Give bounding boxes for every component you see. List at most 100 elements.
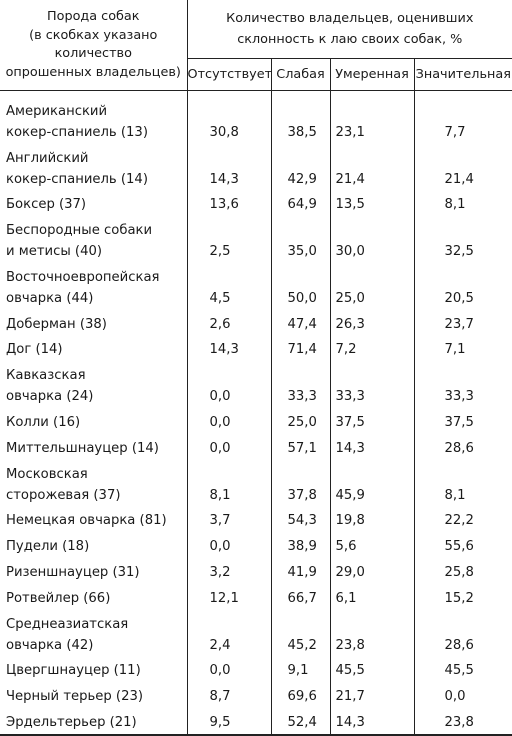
table-row: Эрдельтерьер (21) 9,5 52,4 14,3 23,8 [0, 708, 512, 734]
value-cell: 13,6 [187, 190, 272, 217]
value-cell: 45,5 [444, 663, 474, 679]
value-cell: 21,4 [330, 143, 415, 191]
value-cell: 7,1 [444, 342, 466, 358]
value-cell: 0,0 [444, 689, 466, 705]
value-cell: 42,9 [271, 143, 331, 191]
table-row: Дог (14) 14,3 71,4 7,2 7,1 [0, 335, 512, 362]
breed-cell: Ризеншнауцер (31) [0, 558, 188, 584]
value-cell: 8,7 [187, 682, 272, 709]
value-cell: 33,3 [330, 361, 415, 409]
table-row: Ризеншнауцер (31) 3,2 41,9 29,0 25,8 [0, 558, 512, 584]
value-cell: 0,0 [187, 408, 272, 435]
value-cell: 12,1 [187, 583, 272, 610]
table-row: Боксер (37) 13,6 64,9 13,5 8,1 [0, 190, 512, 217]
table-row: Немецкая овчарка (81) 3,7 54,3 19,8 22,2 [0, 506, 512, 533]
value-cell: 0,0 [187, 656, 272, 683]
value-cell: 41,9 [271, 558, 331, 584]
level-header-weak: Слабая [271, 58, 331, 91]
table-row: Английский кокер-спаниель (14) 14,3 42,9 21,… [0, 143, 512, 191]
value-cell: 20,5 [444, 290, 474, 306]
value-cell: 9,1 [271, 656, 331, 683]
table-header: Порода собак (в скобках указано количество… [0, 0, 512, 91]
value-cell: 8,1 [444, 197, 466, 213]
value-cell: 23,7 [444, 316, 474, 332]
value-cell: 69,6 [271, 682, 331, 709]
value-cell: 37,5 [444, 415, 474, 431]
value-cell: 3,7 [187, 506, 272, 533]
table-bottom-rule [0, 734, 512, 736]
table-row: Беспородные собаки и метисы (40) 2,5 35,0 30… [0, 216, 512, 264]
value-cell: 7,2 [330, 335, 415, 362]
value-cell: 29,0 [330, 558, 415, 584]
value-cell: 57,1 [271, 434, 331, 460]
value-cell: 26,3 [330, 309, 415, 336]
breed-cell: Эрдельтерьер (21) [0, 708, 188, 734]
value-cell: 30,0 [330, 216, 415, 264]
table-row: Ротвейлер (66) 12,1 66,7 6,1 15,2 [0, 583, 512, 610]
value-cell: 14,3 [330, 434, 415, 460]
value-cell: 8,1 [444, 487, 466, 503]
value-cell: 33,3 [444, 389, 474, 405]
breed-cell: Миттельшнауцер (14) [0, 434, 188, 460]
value-cell: 35,0 [271, 216, 331, 264]
level-header-none: Отсутствует [187, 58, 272, 91]
value-cell: 4,5 [187, 263, 272, 310]
value-cell: 38,5 [271, 90, 331, 144]
table-row: Московская сторожевая (37) 8,1 37,8 45,9 8,1 [0, 459, 512, 507]
table-row: Доберман (38) 2,6 47,4 26,3 23,7 [0, 309, 512, 336]
value-cell: 15,2 [444, 590, 474, 606]
breed-cell: Черный терьер (23) [0, 682, 188, 709]
value-cell: 9,5 [187, 708, 272, 734]
value-cell: 19,8 [330, 506, 415, 533]
breed-cell: Беспородные собаки и метисы (40) [0, 216, 188, 264]
value-cell: 23,8 [330, 609, 415, 657]
value-cell: 7,7 [444, 124, 466, 140]
breed-cell: Колли (16) [0, 408, 188, 435]
breed-cell: Цвергшнауцер (11) [0, 656, 188, 683]
table-row: Черный терьер (23) 8,7 69,6 21,7 0,0 [0, 682, 512, 709]
table-row: Среднеазиатская овчарка (42) 2,4 45,2 23,8 28… [0, 609, 512, 657]
value-cell: 13,5 [330, 190, 415, 217]
value-cell: 50,0 [271, 263, 331, 310]
breed-cell: Американский кокер-спаниель (13) [0, 90, 188, 144]
breed-cell: Ротвейлер (66) [0, 583, 188, 610]
value-cell: 23,1 [330, 90, 415, 144]
value-cell: 8,1 [187, 459, 272, 507]
value-cell: 64,9 [271, 190, 331, 217]
value-cell: 25,8 [444, 564, 474, 580]
table-body: Американский кокер-спаниель (13) 30,8 38,5 2… [0, 90, 512, 734]
value-cell: 54,3 [271, 506, 331, 533]
value-cell: 25,0 [271, 408, 331, 435]
breed-cell: Английский кокер-спаниель (14) [0, 143, 188, 191]
value-cell: 14,3 [187, 335, 272, 362]
breed-cell: Пудели (18) [0, 532, 188, 559]
table-row: Цвергшнауцер (11) 0,0 9,1 45,5 45,5 [0, 656, 512, 683]
breed-cell: Боксер (37) [0, 190, 188, 217]
value-cell: 2,4 [187, 609, 272, 657]
owners-group-header: Количество владельцев, оценивших склоннос… [187, 0, 512, 59]
value-cell: 28,6 [444, 637, 474, 653]
breed-column-header: Порода собак (в скобках указано количество… [0, 0, 188, 91]
breed-cell: Среднеазиатская овчарка (42) [0, 609, 188, 657]
value-cell: 23,8 [444, 714, 474, 730]
value-cell: 66,7 [271, 583, 331, 610]
value-cell: 6,1 [330, 583, 415, 610]
value-cell: 14,3 [330, 708, 415, 734]
value-cell: 3,2 [187, 558, 272, 584]
value-cell: 28,6 [444, 440, 474, 456]
value-cell: 52,4 [271, 708, 331, 734]
table-row: Колли (16) 0,0 25,0 37,5 37,5 [0, 408, 512, 435]
table-row: Восточноевропейская овчарка (44) 4,5 50,0 25… [0, 263, 512, 310]
table-row: Пудели (18) 0,0 38,9 5,6 55,6 [0, 532, 512, 559]
value-cell: 45,2 [271, 609, 331, 657]
value-cell: 55,6 [444, 539, 474, 555]
value-cell: 0,0 [187, 532, 272, 559]
value-cell: 21,7 [330, 682, 415, 709]
breed-cell: Немецкая овчарка (81) [0, 506, 188, 533]
value-cell: 45,5 [330, 656, 415, 683]
value-cell: 37,5 [330, 408, 415, 435]
breed-cell: Восточноевропейская овчарка (44) [0, 263, 188, 310]
value-cell: 5,6 [330, 532, 415, 559]
breed-cell: Доберман (38) [0, 309, 188, 336]
value-cell: 2,6 [187, 309, 272, 336]
